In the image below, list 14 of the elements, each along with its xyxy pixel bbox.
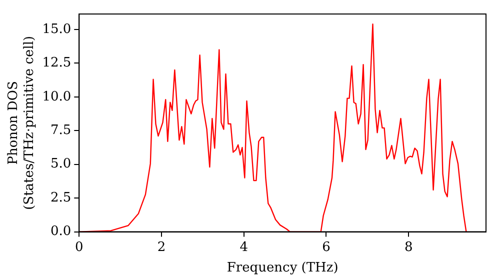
x-tick-label: 6 [322,240,330,255]
y-tick-label: 10.0 [42,89,72,104]
y-tick-label: 0.0 [50,224,72,240]
y-axis-title: Phonon DOS (States/THz·primitive cell) [6,36,37,210]
y-tick-label: 15.0 [42,22,72,37]
x-tick-label: 0 [75,240,84,255]
x-tick-label: 8 [404,240,413,255]
y-tick-label: 7.5 [50,123,72,138]
y-tick-label: 5.0 [50,156,72,172]
y-tick-label: 12.5 [42,56,72,71]
y-tick-label: 2.5 [50,190,72,206]
x-tick-label: 4 [240,240,248,255]
x-tick-label: 2 [157,240,166,255]
x-axis-title: Frequency (THz) [226,260,338,276]
